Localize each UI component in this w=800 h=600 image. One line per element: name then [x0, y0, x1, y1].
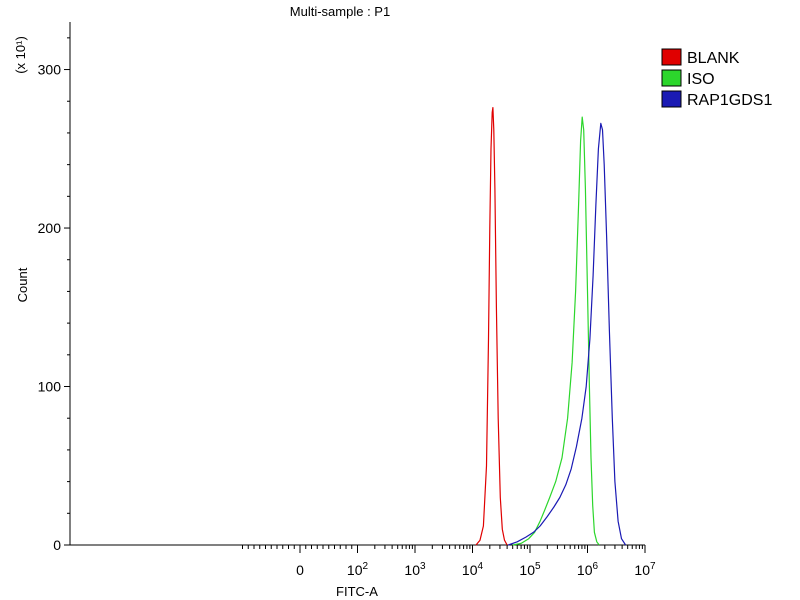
x-tick-base: 10	[347, 562, 363, 578]
y-tick-label: 200	[38, 220, 62, 236]
x-tick-base: 10	[519, 562, 535, 578]
legend-swatch	[661, 69, 682, 87]
x-tick-base: 10	[462, 562, 478, 578]
plot-area	[69, 22, 645, 546]
chart-title: Multi-sample : P1	[290, 4, 390, 19]
x-tick-exponent: 4	[478, 561, 484, 572]
y-axis-ticks: 0 100 200 300	[38, 37, 70, 553]
x-axis-ticks: 0 102 103 104 105 106 107	[242, 545, 656, 578]
x-tick-label: 105	[519, 561, 541, 578]
y-axis-label: Count	[15, 267, 30, 302]
legend-label: ISO	[687, 71, 715, 88]
x-tick-base: 0	[296, 562, 304, 578]
x-axis-label: FITC-A	[336, 584, 378, 599]
x-tick-exponent: 5	[535, 561, 541, 572]
x-tick-label: 102	[347, 561, 369, 578]
y-tick-label: 0	[53, 537, 61, 553]
x-tick-label: 104	[462, 561, 484, 578]
legend-swatch	[661, 48, 682, 66]
y-tick-label: 100	[38, 379, 62, 395]
x-tick-exponent: 2	[363, 561, 369, 572]
y-axis-multiplier-label: (x 10¹)	[13, 36, 28, 74]
legend-label: BLANK	[687, 50, 740, 67]
x-tick-base: 10	[577, 562, 593, 578]
series-line-blank	[475, 107, 508, 546]
x-tick-base: 10	[634, 562, 650, 578]
x-tick-label: 0	[296, 562, 304, 578]
series-layer	[475, 107, 627, 546]
x-tick-label: 106	[577, 561, 599, 578]
x-tick-exponent: 7	[650, 561, 656, 572]
x-tick-exponent: 3	[420, 561, 426, 572]
legend: BLANK ISO RAP1GDS1	[661, 48, 772, 109]
x-tick-exponent: 6	[593, 561, 599, 572]
legend-label: RAP1GDS1	[687, 92, 772, 109]
x-tick-base: 10	[404, 562, 420, 578]
legend-swatch	[661, 90, 682, 108]
x-tick-label: 107	[634, 561, 656, 578]
y-tick-label: 300	[38, 62, 62, 78]
series-line-rap1gds1	[508, 122, 627, 546]
x-tick-label: 103	[404, 561, 426, 578]
series-line-iso	[512, 116, 600, 546]
